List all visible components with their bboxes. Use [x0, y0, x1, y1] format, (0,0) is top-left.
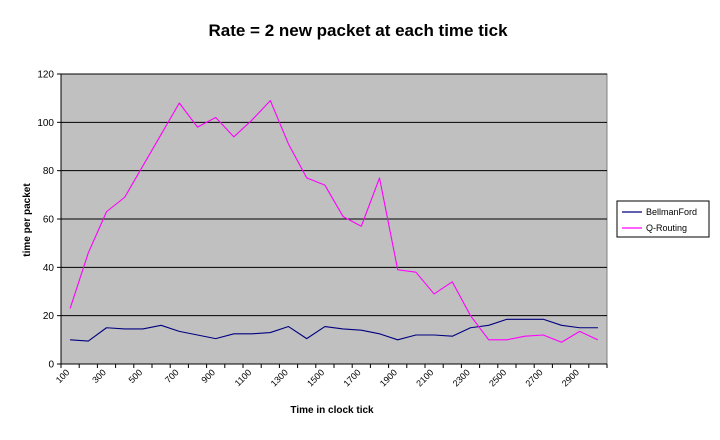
series-line-q-routing: [69, 100, 599, 343]
x-tick-label-2300: 2300: [451, 367, 472, 388]
x-tick-label-300: 300: [90, 367, 108, 385]
legend: BellmanFord Q-Routing: [616, 200, 710, 238]
x-axis-title: Time in clock tick: [290, 405, 374, 416]
series-lines: [69, 100, 599, 343]
y-tick-label-40: 40: [43, 263, 55, 274]
legend-label-q-routing: Q-Routing: [646, 223, 687, 233]
legend-box: [616, 200, 710, 238]
x-axis: 100 300 500 700 900 1100 1300 1500 1700 1900 2100 2…: [54, 363, 608, 389]
x-tick-label-1100: 1100: [233, 367, 254, 388]
x-tick-label-1300: 1300: [269, 367, 290, 388]
x-tick-label-2100: 2100: [414, 367, 435, 388]
legend-label-bellmanford: BellmanFord: [646, 207, 697, 217]
y-tick-label-0: 0: [48, 360, 54, 371]
x-tick-label-1900: 1900: [378, 367, 399, 388]
y-tick-label-20: 20: [43, 311, 55, 322]
x-tick-label-500: 500: [127, 367, 145, 385]
y-tick-label-80: 80: [43, 166, 55, 177]
y-tick-label-120: 120: [37, 70, 54, 81]
y-tick-label-100: 100: [37, 118, 54, 129]
y-axis: 0 20 40 60 80 100 120: [37, 70, 62, 371]
chart-title: Rate = 2 new packet at each time tick: [208, 21, 508, 40]
x-tick-label-700: 700: [163, 367, 181, 385]
x-tick-label-2700: 2700: [523, 367, 544, 388]
x-tick-label-2500: 2500: [487, 367, 508, 388]
x-tick-label-1500: 1500: [305, 367, 326, 388]
gridlines: [61, 73, 607, 317]
x-tick-label-900: 900: [199, 367, 217, 385]
x-tick-label-100: 100: [54, 367, 72, 385]
x-tick-label-2900: 2900: [560, 367, 581, 388]
series-line-bellmanford: [70, 318, 598, 342]
y-axis-title: time per packet: [22, 183, 33, 257]
y-tick-label-60: 60: [43, 215, 55, 226]
x-tick-label-1700: 1700: [341, 367, 362, 388]
